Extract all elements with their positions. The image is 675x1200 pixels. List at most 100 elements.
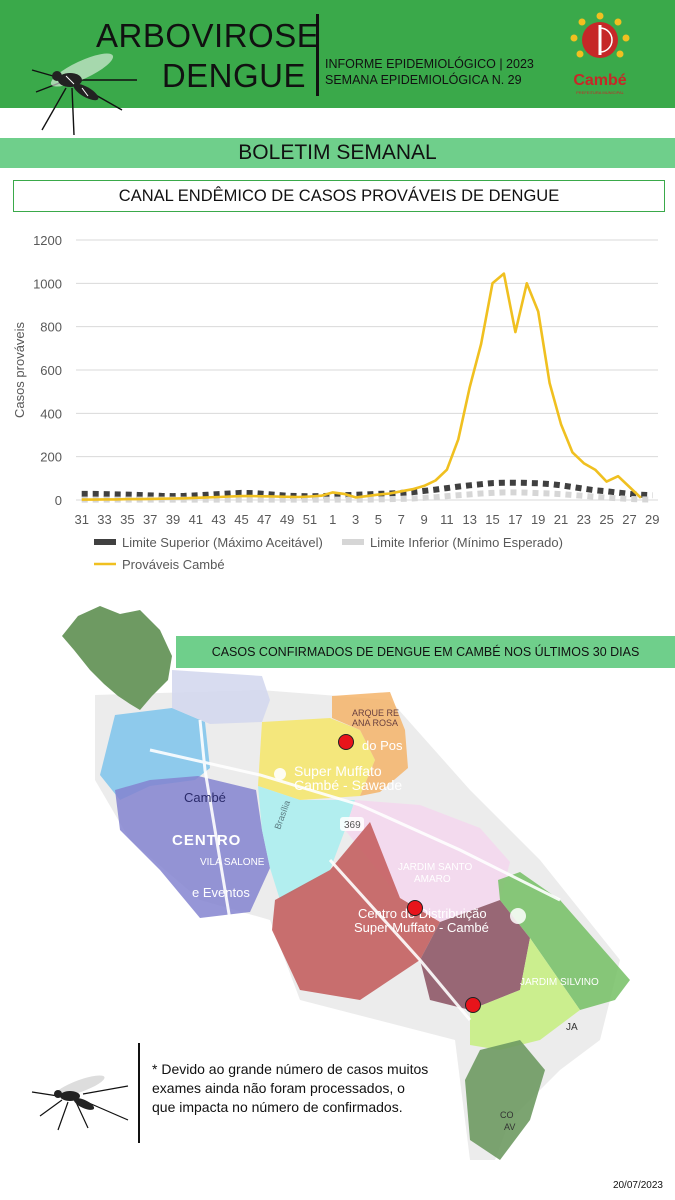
label-santo-amaro-1: JARDIM SANTO	[398, 862, 472, 873]
y-tick-label: 1000	[33, 276, 62, 291]
legend-label: Limite Inferior (Mínimo Esperado)	[370, 535, 563, 550]
x-tick-label: 17	[508, 512, 522, 527]
series-line-3	[81, 272, 642, 501]
chart-title: CANAL ENDÊMICO DE CASOS PROVÁVEIS DE DEN…	[118, 187, 560, 205]
x-tick-label: 43	[211, 512, 225, 527]
label-co: CO	[500, 1110, 514, 1120]
region-brown	[420, 900, 530, 1010]
info-line-1: INFORME EPIDEMIOLÓGICO | 2023	[325, 57, 534, 71]
x-tick-label: 3	[352, 512, 359, 527]
region-north	[172, 670, 270, 724]
x-tick-label: 27	[622, 512, 636, 527]
note-divider	[138, 1043, 140, 1143]
road-shield	[340, 817, 364, 831]
region-lightgreen	[470, 938, 580, 1050]
region-parque	[332, 692, 408, 796]
label-super-muffato-sawade-1: Super Muffato	[294, 763, 382, 779]
title-line-2: DENGUE	[161, 57, 306, 94]
y-tick-label: 800	[40, 320, 62, 335]
x-tick-label: 31	[74, 512, 88, 527]
label-centro: CENTRO	[172, 832, 241, 849]
bulletin-info: INFORME EPIDEMIOLÓGICO | 2023 SEMANA EPI…	[325, 56, 534, 88]
brazil-inset-icon	[62, 606, 172, 710]
title-divider	[316, 14, 319, 96]
label-parque-1: ARQUE RE	[352, 708, 399, 718]
report-date: 20/07/2023	[612, 1180, 663, 1191]
y-tick-label: 1200	[33, 233, 62, 248]
region-santo-amaro	[345, 800, 510, 922]
map-roads	[149, 719, 561, 1021]
map-banner: CASOS CONFIRMADOS DE DENGUE EM CAMBÉ NOS…	[176, 636, 675, 668]
footnote: * Devido ao grande número de casos muito…	[152, 1061, 429, 1115]
label-cambe: Cambé	[184, 790, 226, 805]
region-south	[465, 1040, 545, 1160]
series-line-2	[81, 489, 653, 503]
label-centro-distribuicao-2: Super Muffato - Cambé	[354, 920, 489, 935]
info-line-2: SEMANA EPIDEMIOLÓGICA N. 29	[325, 73, 522, 87]
x-tick-label: 7	[398, 512, 405, 527]
x-tick-label: 1	[329, 512, 336, 527]
x-tick-label: 11	[440, 512, 454, 527]
cambe-seal-icon	[570, 12, 630, 58]
region-silvino	[498, 872, 630, 1010]
legend-label: Prováveis Cambé	[122, 557, 225, 572]
x-tick-label: 29	[645, 512, 659, 527]
region-red	[272, 822, 440, 1000]
banner-label: BOLETIM SEMANAL	[238, 141, 437, 164]
title-block: ARBOVIROSE DENGUE	[96, 16, 320, 96]
legend-label: Limite Superior (Máximo Aceitável)	[122, 535, 323, 550]
store-pin-icon	[274, 768, 286, 780]
label-eventos: e Eventos	[192, 885, 250, 900]
cambe-logo: Cambé PREFEITURA MUNICIPAL	[560, 10, 640, 100]
label-super-muffato-sawade-2: Cambé - Sawade	[294, 777, 402, 793]
x-tick-label: 13	[462, 512, 476, 527]
label-jardim-silvino: JARDIM SILVINO	[520, 977, 599, 988]
y-tick-label: 600	[40, 363, 62, 378]
label-centro-distribuicao-1: Centro de Distribuição	[358, 906, 487, 921]
shop-pin-icon	[510, 908, 526, 924]
x-tick-label: 35	[120, 512, 134, 527]
logo-text: Cambé	[573, 72, 627, 89]
title-line-1: ARBOVIROSE	[96, 17, 320, 54]
mosquito-icon	[31, 53, 137, 136]
label-av: AV	[504, 1122, 515, 1132]
region-center	[115, 776, 270, 918]
x-tick-label: 41	[189, 512, 203, 527]
region-northwest	[100, 708, 210, 800]
label-road-number: 369	[344, 820, 361, 831]
label-posto: do Pos	[362, 738, 403, 753]
x-tick-label: 37	[143, 512, 157, 527]
x-tick-label: 9	[420, 512, 427, 527]
mosquito-icon	[31, 1075, 129, 1131]
y-tick-label: 0	[55, 493, 62, 508]
label-vila-salone: VILA SALONE	[200, 857, 265, 868]
label-santo-amaro-2: AMARO	[414, 874, 451, 885]
x-tick-label: 33	[97, 512, 111, 527]
y-tick-label: 400	[40, 406, 62, 421]
x-tick-label: 19	[531, 512, 545, 527]
header-bar: ARBOVIROSE DENGUE INFORME EPIDEMIOLÓGICO…	[0, 0, 675, 136]
case-marker	[465, 997, 481, 1013]
map-banner-label: CASOS CONFIRMADOS DE DENGUE EM CAMBÉ NOS…	[211, 645, 640, 659]
x-tick-label: 51	[303, 512, 317, 527]
x-tick-label: 15	[485, 512, 499, 527]
x-tick-label: 23	[577, 512, 591, 527]
label-ja: JA	[566, 1022, 578, 1033]
region-brasilia	[258, 786, 355, 900]
cases-map: ARQUE RE ANA ROSA do Pos Super Muffato C…	[62, 606, 630, 1160]
x-tick-label: 21	[554, 512, 568, 527]
x-tick-label: 47	[257, 512, 271, 527]
logo-subtext: PREFEITURA MUNICIPAL	[576, 90, 624, 95]
chart-title-box: CANAL ENDÊMICO DE CASOS PROVÁVEIS DE DEN…	[13, 180, 665, 212]
y-tick-label: 200	[40, 450, 62, 465]
case-marker	[407, 900, 423, 916]
x-tick-label: 25	[599, 512, 613, 527]
weekly-bulletin-banner: BOLETIM SEMANAL	[0, 138, 675, 168]
x-tick-label: 45	[234, 512, 248, 527]
x-tick-label: 39	[166, 512, 180, 527]
x-tick-label: 49	[280, 512, 294, 527]
x-tick-label: 5	[375, 512, 382, 527]
case-marker	[338, 734, 354, 750]
series-line-1	[81, 479, 653, 500]
